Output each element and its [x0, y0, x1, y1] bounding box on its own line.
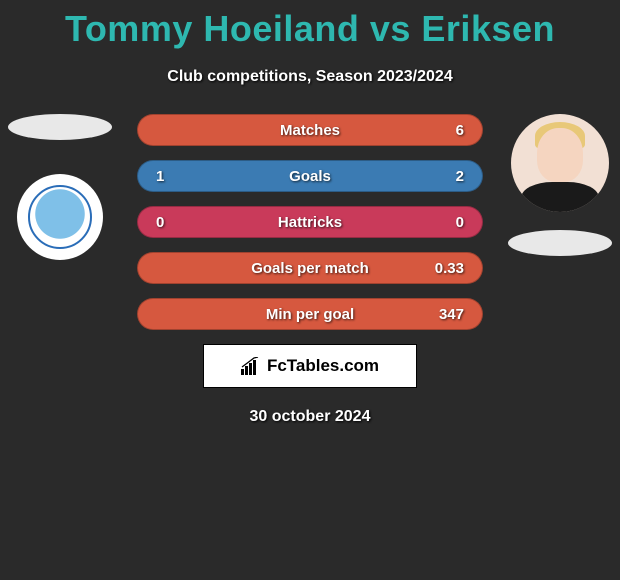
player-avatar-icon — [511, 114, 609, 212]
stat-label: Matches — [280, 122, 340, 139]
content-area: Matches 6 1 Goals 2 0 Hattricks 0 Goals … — [0, 114, 620, 426]
comparison-subtitle: Club competitions, Season 2023/2024 — [0, 68, 620, 86]
club-badge-icon — [17, 174, 103, 260]
stat-value-right: 2 — [428, 168, 464, 185]
stat-row: 0 Hattricks 0 — [137, 206, 483, 238]
stat-label: Goals — [289, 168, 331, 185]
player-right-avatar-wrap — [511, 114, 609, 212]
player-left-name-ellipse — [8, 114, 112, 140]
stat-row: 1 Goals 2 — [137, 160, 483, 192]
bar-chart-icon — [241, 357, 261, 375]
player-right-name-ellipse — [508, 230, 612, 256]
stat-rows: Matches 6 1 Goals 2 0 Hattricks 0 Goals … — [137, 114, 483, 330]
stat-label: Min per goal — [266, 306, 354, 323]
stat-label: Goals per match — [251, 260, 369, 277]
stat-row: Goals per match 0.33 — [137, 252, 483, 284]
stat-row: Min per goal 347 — [137, 298, 483, 330]
snapshot-date: 30 october 2024 — [0, 408, 620, 426]
stat-value-left: 1 — [156, 168, 192, 185]
stat-value-right: 6 — [428, 122, 464, 139]
brand-text: FcTables.com — [267, 356, 379, 376]
stat-label: Hattricks — [278, 214, 342, 231]
stat-value-right: 0.33 — [428, 260, 464, 277]
player-left-badge-wrap — [17, 174, 103, 260]
comparison-title: Tommy Hoeiland vs Eriksen — [0, 0, 620, 50]
brand-box: FcTables.com — [203, 344, 417, 388]
player-right-column — [500, 114, 620, 256]
stat-value-left: 0 — [156, 214, 192, 231]
stat-value-right: 0 — [428, 214, 464, 231]
stat-value-right: 347 — [428, 306, 464, 323]
stat-row: Matches 6 — [137, 114, 483, 146]
player-left-column — [0, 114, 120, 260]
